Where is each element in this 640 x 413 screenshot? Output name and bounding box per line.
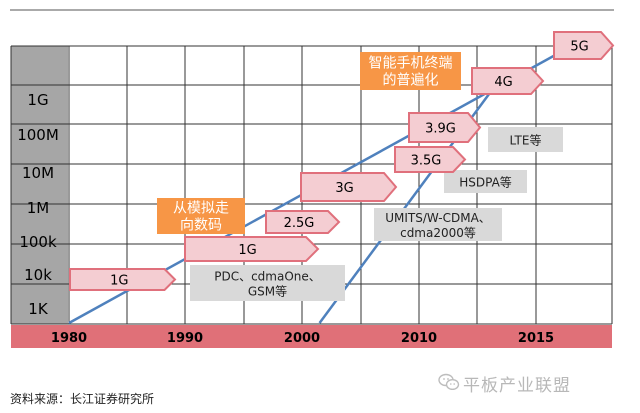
generation-label: 2.5G xyxy=(284,216,315,231)
generation-arrows: 1G 1G 2.5G 3G 3.5G 3.9G 4G 5G xyxy=(69,31,615,291)
orange-callout-box xyxy=(157,198,245,234)
y-tick-label: 10k xyxy=(24,266,52,284)
source-note: 资料来源：长江证券研究所 xyxy=(10,392,155,406)
y-tick-label: 100k xyxy=(19,233,57,251)
gray-callout-text: cdma2000等 xyxy=(400,226,476,240)
generation-label: 5G xyxy=(570,40,588,55)
x-tick-label: 2000 xyxy=(284,331,320,346)
y-axis: 1G 100M 10M 1M 100k 10k 1K xyxy=(17,91,59,318)
gray-callout-box xyxy=(444,170,527,193)
generation-arrow-3G: 3G xyxy=(300,172,398,202)
generation-label: 3.5G xyxy=(411,154,442,169)
generation-arrow-shape xyxy=(265,210,341,234)
y-tick-label: 1G xyxy=(27,91,48,109)
y-tick-label: 10M xyxy=(22,164,54,182)
generation-arrow-shape xyxy=(553,31,615,60)
y-tick-label: 1K xyxy=(28,300,49,318)
gray-callout: HSDPA等 xyxy=(444,170,527,193)
generation-arrow-1G: 1G xyxy=(184,236,320,262)
generation-arrow-2-5G: 2.5G xyxy=(265,210,341,234)
gray-callout-box xyxy=(488,127,563,152)
generation-label: 3.9G xyxy=(425,122,456,137)
y-tick-label: 1M xyxy=(27,199,50,217)
gray-callouts: PDC、cdmaOne、GSM等 UMITS/W-CDMA、cdma2000等 HS… xyxy=(190,127,563,301)
y-axis-band xyxy=(11,46,68,324)
watermark: 平板产业联盟 xyxy=(463,376,571,396)
generation-arrow-shape xyxy=(300,172,398,202)
generation-arrow-shape xyxy=(184,236,320,262)
generation-arrow-shape xyxy=(408,112,482,143)
gray-callout-box xyxy=(190,265,345,301)
x-tick-label: 1990 xyxy=(167,331,203,346)
orange-callout-text: 向数码 xyxy=(180,218,222,234)
gray-callout: LTE等 xyxy=(488,127,563,152)
generation-arrow-1G: 1G xyxy=(69,268,177,291)
generation-arrow-3-5G: 3.5G xyxy=(394,146,467,173)
generation-arrow-5G: 5G xyxy=(553,31,615,60)
generation-arrow-3-9G: 3.9G xyxy=(408,112,482,143)
gray-callout-text: UMITS/W-CDMA、 xyxy=(385,211,491,225)
x-tick-label: 2015 xyxy=(518,331,554,346)
generation-arrow-shape xyxy=(394,146,467,173)
generation-label: 3G xyxy=(335,181,353,196)
gray-callout-text: GSM等 xyxy=(248,285,287,299)
orange-callout-box xyxy=(360,52,461,90)
x-tick-label: 2010 xyxy=(401,331,437,346)
gray-callout-text: PDC、cdmaOne、 xyxy=(214,270,321,284)
generation-label: 4G xyxy=(494,75,512,90)
gray-callout-text: LTE等 xyxy=(510,134,542,148)
x-axis-bar xyxy=(11,325,612,348)
orange-callout-text: 智能手机终端 xyxy=(369,56,453,72)
wechat-icon xyxy=(438,373,460,391)
x-axis: 1980 1990 2000 2010 2015 xyxy=(51,331,554,346)
gray-callout-text: HSDPA等 xyxy=(459,176,512,190)
generation-arrow-shape xyxy=(69,268,177,291)
x-tick-label: 1980 xyxy=(51,331,87,346)
orange-callout-text: 从模拟走 xyxy=(173,201,229,217)
gray-callout-box xyxy=(374,208,502,241)
generation-label: 1G xyxy=(238,243,256,258)
y-tick-label: 100M xyxy=(17,126,59,144)
gray-callout: UMITS/W-CDMA、cdma2000等 xyxy=(374,208,502,241)
generation-arrow-4G: 4G xyxy=(471,67,545,95)
generation-label: 1G xyxy=(110,274,128,289)
gray-callout: PDC、cdmaOne、GSM等 xyxy=(190,265,345,301)
orange-callout-text: 的普遍化 xyxy=(383,73,439,89)
generation-arrow-shape xyxy=(471,67,545,95)
